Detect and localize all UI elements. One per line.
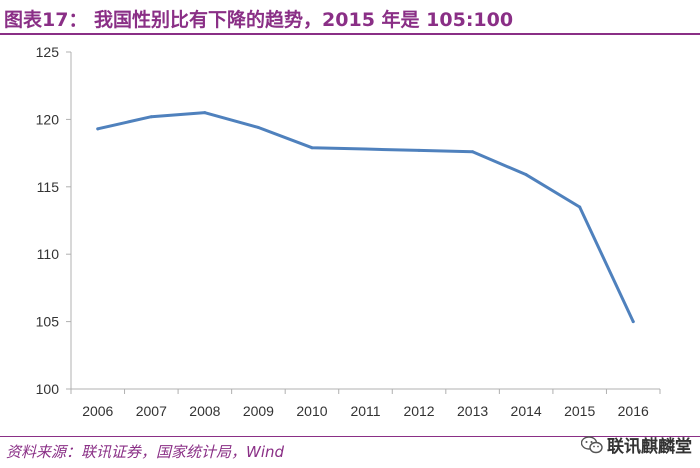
x-tick-label: 2012 [403,403,434,419]
x-tick-label: 2016 [618,403,649,419]
data-point [310,146,314,150]
source-note: 资料来源：联讯证券，国家统计局，Wind [6,443,285,461]
y-tick-label: 120 [36,111,60,127]
title-divider [0,33,700,35]
x-tick-label: 2011 [350,403,380,419]
data-point [524,173,528,177]
y-tick-label: 115 [37,179,60,195]
y-tick-label: 110 [37,246,60,262]
x-tick-label: 2007 [136,403,167,419]
data-point [631,320,635,324]
x-tick-label: 2015 [564,403,595,419]
data-point [364,147,367,151]
x-tick-label: 2009 [243,403,274,419]
footer-divider [0,436,700,437]
x-tick-label: 2006 [82,403,113,419]
x-tick-label: 2013 [457,403,488,419]
x-tick-label: 2014 [511,403,542,419]
watermark: 联讯麒麟堂 [581,432,692,457]
series-line [96,111,635,324]
line-chart: 100 105 110 115 120 125 2006 2007 2008 2009 2010 20… [36,44,661,419]
y-tick-label: 100 [36,381,60,397]
data-point [578,205,582,209]
wechat-icon [581,435,603,453]
data-point [149,115,153,119]
data-point [417,148,421,152]
y-tick-label: 105 [36,314,60,330]
y-tick-label: 125 [36,44,60,60]
figure-header: 图表17： 我国性别比有下降的趋势，2015 年是 105:100 [0,0,700,35]
data-point [96,127,100,131]
x-tick-label: 2008 [189,403,220,419]
data-point [256,125,260,129]
watermark-text: 联讯麒麟堂 [607,437,692,457]
data-point [471,150,475,154]
x-tick-label: 2010 [296,403,327,419]
data-point [203,111,207,115]
chart-title: 图表17： 我国性别比有下降的趋势，2015 年是 105:100 [4,9,514,31]
